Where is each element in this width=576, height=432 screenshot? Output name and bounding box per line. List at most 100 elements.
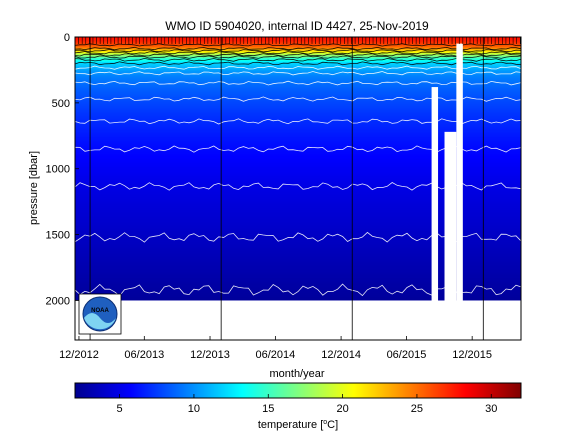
temperature-band	[75, 85, 521, 88]
temperature-band	[75, 288, 521, 291]
temperature-band	[75, 127, 521, 130]
temperature-band	[75, 295, 521, 298]
temperature-band	[75, 141, 521, 143]
temperature-band	[75, 272, 521, 275]
temperature-band	[75, 131, 521, 134]
temperature-band	[75, 282, 521, 284]
temperature-band	[75, 191, 521, 194]
temperature-band	[75, 62, 521, 64]
colorbar-tick-label: 25	[411, 403, 423, 415]
temperature-band	[75, 91, 521, 93]
temperature-band	[75, 267, 521, 270]
temperature-band	[75, 216, 521, 219]
data-gaps	[75, 43, 521, 340]
temperature-band	[75, 175, 521, 178]
temperature-band	[75, 77, 521, 80]
temperature-band	[75, 201, 521, 204]
temperature-band	[75, 87, 521, 89]
temperature-band	[75, 239, 521, 242]
temperature-band	[75, 183, 521, 186]
isotherm-contour	[75, 55, 521, 59]
temperature-band	[75, 54, 521, 57]
temperature-band	[75, 204, 521, 207]
colorbar-tick-label: 15	[262, 403, 274, 415]
temperature-band	[75, 268, 521, 271]
temperature-band	[75, 113, 521, 116]
temperature-band	[75, 89, 521, 92]
temperature-band	[75, 174, 521, 176]
temperature-band	[75, 270, 521, 273]
x-axis: 12/2012 06/2013 12/2013 06/2014 12/2014 06/20…	[59, 336, 492, 361]
isotherm-contour	[75, 43, 521, 47]
temperature-band	[75, 104, 521, 107]
temperature-band	[75, 142, 521, 145]
temperature-band	[75, 241, 521, 244]
temperature-band	[75, 179, 521, 182]
temperature-band	[75, 63, 521, 66]
isotherm-contour	[75, 46, 521, 51]
colorbar	[74, 382, 522, 399]
noaa-logo-text: NOAA	[91, 308, 109, 314]
colorbar-tick-label: 5	[117, 403, 123, 415]
temperature-band	[75, 93, 521, 96]
temperature-band	[75, 88, 521, 91]
temperature-band	[75, 228, 521, 230]
temperature-band	[75, 280, 521, 283]
temperature-band	[75, 137, 521, 140]
temperature-band	[75, 254, 521, 257]
temperature-band	[75, 262, 521, 265]
temperature-band	[75, 202, 521, 205]
temperature-band	[75, 214, 521, 217]
x-tick-label: 12/2014	[321, 349, 361, 361]
temperature-band	[75, 218, 521, 221]
temperature-band	[75, 96, 521, 99]
temperature-band	[75, 184, 521, 187]
temperature-band	[75, 212, 521, 215]
temperature-band	[75, 134, 521, 137]
temperature-band	[75, 151, 521, 154]
temperature-band	[75, 255, 521, 258]
temperature-band	[75, 242, 521, 245]
isotherm-contour	[75, 71, 521, 76]
temperature-band	[75, 253, 521, 255]
plot-frame	[74, 36, 522, 341]
temperature-band	[75, 278, 521, 280]
temperature-band	[75, 48, 521, 51]
temperature-band	[75, 251, 521, 254]
temperature-band	[75, 287, 521, 290]
temperature-band	[75, 235, 521, 238]
temperature-band	[75, 224, 521, 226]
temperature-band	[75, 167, 521, 170]
temperature-band	[75, 121, 521, 124]
temperature-band	[75, 79, 521, 82]
x-tick-label: 06/2014	[255, 349, 295, 361]
temperature-band	[75, 67, 521, 70]
colorbar-tick-label: 30	[485, 403, 497, 415]
temperature-band	[75, 59, 521, 62]
temperature-band	[75, 229, 521, 232]
isotherm-contour	[75, 96, 521, 102]
temperature-band	[75, 220, 521, 223]
profile-markers	[74, 37, 521, 44]
isotherm-contour	[75, 118, 521, 125]
temperature-band	[75, 112, 521, 115]
temperature-band	[75, 217, 521, 220]
temperature-band	[75, 193, 521, 196]
temperature-band	[75, 101, 521, 104]
temperature-band	[75, 271, 521, 274]
temperature-band	[75, 168, 521, 171]
temperature-band	[75, 162, 521, 165]
temperature-band	[75, 39, 521, 42]
temperature-band	[75, 100, 521, 103]
temperature-band	[75, 126, 521, 129]
noaa-logo: NOAA	[78, 293, 122, 335]
isotherm-contour	[75, 80, 521, 86]
temperature-band	[75, 170, 521, 172]
temperature-band	[75, 114, 521, 117]
temperature-band	[75, 159, 521, 162]
y-axis-label: pressure [dbar]	[28, 151, 40, 225]
temperature-band	[75, 210, 521, 213]
temperature-band	[75, 258, 521, 261]
temperature-band	[75, 292, 521, 295]
